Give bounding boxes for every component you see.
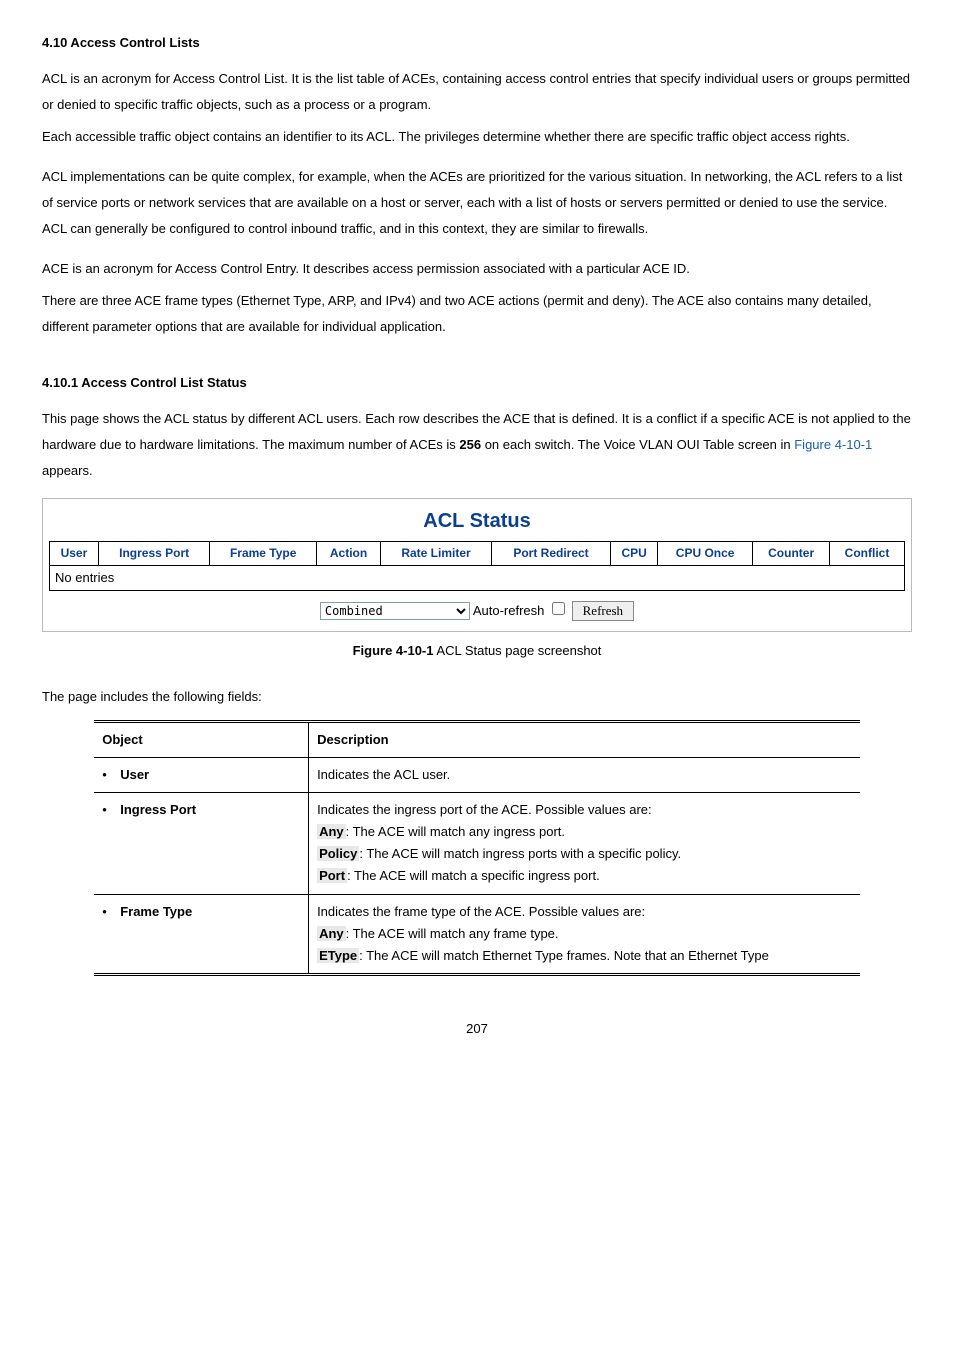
refresh-button[interactable]: Refresh — [572, 601, 634, 621]
fields-intro: The page includes the following fields: — [42, 684, 912, 710]
keyword-any: Any — [317, 824, 346, 839]
max-aces: 256 — [459, 437, 481, 452]
col-rate-limiter: Rate Limiter — [381, 542, 492, 566]
col-user: User — [50, 542, 99, 566]
para: ACL implementations can be quite complex… — [42, 164, 912, 242]
caption-text: ACL Status page screenshot — [434, 643, 602, 658]
col-object: Object — [94, 721, 308, 757]
page-number: 207 — [42, 1016, 912, 1042]
controls-row: Combined Auto-refresh Refresh — [49, 599, 905, 621]
no-entries-cell: No entries — [50, 565, 905, 590]
keyword-any: Any — [317, 926, 346, 941]
para: Each accessible traffic object contains … — [42, 124, 912, 150]
desc-cell: Indicates the frame type of the ACE. Pos… — [309, 894, 860, 974]
table-header-row: Object Description — [94, 721, 860, 757]
object-cell: •Ingress Port — [94, 793, 308, 894]
fields-table: Object Description •User Indicates the A… — [94, 720, 860, 976]
col-ingress-port: Ingress Port — [98, 542, 210, 566]
para: ACE is an acronym for Access Control Ent… — [42, 256, 912, 282]
acl-status-table: User Ingress Port Frame Type Action Rate… — [49, 541, 905, 591]
col-port-redirect: Port Redirect — [491, 542, 610, 566]
col-counter: Counter — [753, 542, 830, 566]
user-select[interactable]: Combined — [320, 602, 470, 620]
table-row: •User Indicates the ACL user. — [94, 758, 860, 793]
para: ACL is an acronym for Access Control Lis… — [42, 66, 912, 118]
heading-acl: 4.10 Access Control Lists — [42, 30, 912, 56]
desc-text: : The ACE will match any frame type. — [346, 926, 559, 941]
desc-text: Indicates the frame type of the ACE. Pos… — [317, 904, 645, 919]
table-row: •Frame Type Indicates the frame type of … — [94, 894, 860, 974]
keyword-port: Port — [317, 868, 347, 883]
col-frame-type: Frame Type — [210, 542, 316, 566]
para: There are three ACE frame types (Etherne… — [42, 288, 912, 340]
auto-refresh-label: Auto-refresh — [473, 603, 545, 618]
text: on each switch. The Voice VLAN OUI Table… — [481, 437, 794, 452]
heading-acl-status: 4.10.1 Access Control List Status — [42, 370, 912, 396]
text: appears. — [42, 463, 93, 478]
panel-title: ACL Status — [49, 507, 905, 535]
figure-ref: Figure 4-10-1 — [794, 437, 872, 452]
desc-text: : The ACE will match a specific ingress … — [347, 868, 600, 883]
table-row: No entries — [50, 565, 905, 590]
col-cpu: CPU — [611, 542, 658, 566]
acl-status-panel: ACL Status User Ingress Port Frame Type … — [42, 498, 912, 632]
caption-ref: Figure 4-10-1 — [353, 643, 434, 658]
table-row: •Ingress Port Indicates the ingress port… — [94, 793, 860, 894]
col-description: Description — [309, 721, 860, 757]
object-cell: •Frame Type — [94, 894, 308, 974]
desc-text: Indicates the ingress port of the ACE. P… — [317, 802, 652, 817]
desc-text: : The ACE will match any ingress port. — [346, 824, 565, 839]
desc-cell: Indicates the ACL user. — [309, 758, 860, 793]
col-cpu-once: CPU Once — [658, 542, 753, 566]
object-cell: •User — [94, 758, 308, 793]
keyword-policy: Policy — [317, 846, 359, 861]
keyword-etype: EType — [317, 948, 359, 963]
auto-refresh-checkbox[interactable] — [552, 602, 565, 615]
object-frame-type: Frame Type — [120, 904, 192, 919]
desc-text: : The ACE will match Ethernet Type frame… — [359, 948, 769, 963]
para: This page shows the ACL status by differ… — [42, 406, 912, 484]
object-ingress-port: Ingress Port — [120, 802, 196, 817]
object-user: User — [120, 767, 149, 782]
figure-caption: Figure 4-10-1 ACL Status page screenshot — [42, 638, 912, 664]
desc-cell: Indicates the ingress port of the ACE. P… — [309, 793, 860, 894]
col-conflict: Conflict — [830, 542, 905, 566]
col-action: Action — [316, 542, 380, 566]
table-header-row: User Ingress Port Frame Type Action Rate… — [50, 542, 905, 566]
desc-text: : The ACE will match ingress ports with … — [359, 846, 681, 861]
